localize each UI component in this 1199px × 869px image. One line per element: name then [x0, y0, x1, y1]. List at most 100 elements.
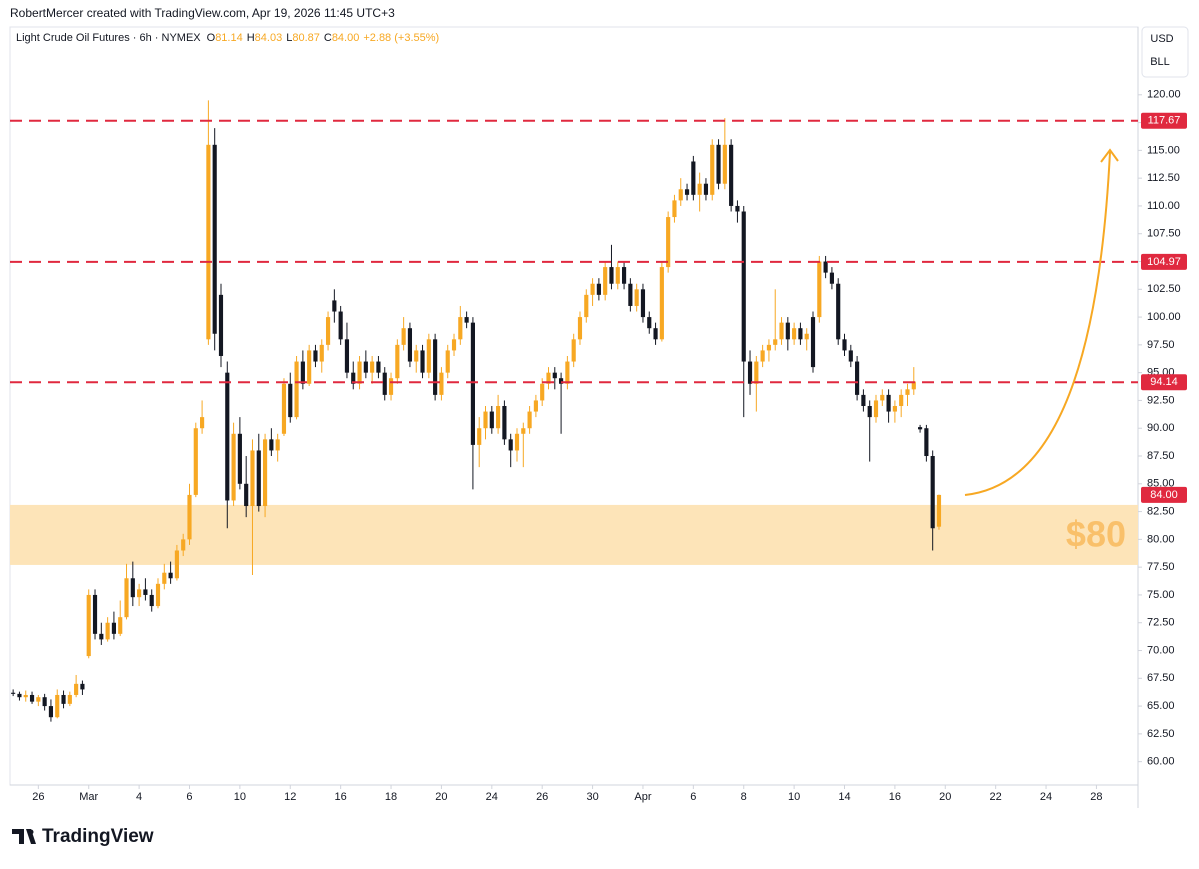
candle-body: [225, 372, 230, 501]
candle-body: [262, 439, 268, 507]
candle-body: [766, 344, 772, 351]
y-tick-label: 77.50: [1147, 561, 1175, 573]
candle-body: [332, 300, 337, 312]
candle-body: [407, 328, 413, 362]
level-label: 104.97: [1147, 256, 1181, 268]
y-tick-label: 115.00: [1147, 144, 1180, 156]
level-label-box: [1141, 374, 1187, 391]
candle-body: [395, 344, 400, 379]
candle-body: [848, 350, 853, 362]
y-tick-label: 102.50: [1147, 283, 1181, 295]
x-tick-label: 26: [536, 791, 548, 803]
level-label: 94.14: [1150, 376, 1178, 388]
candle-body: [281, 383, 287, 434]
legend: Light Crude Oil Futures · 6h · NYMEX O81.…: [16, 32, 439, 44]
candle-body: [773, 339, 778, 345]
candle-body: [187, 494, 192, 540]
x-tick-label: 6: [690, 791, 696, 803]
candle-body: [508, 439, 513, 451]
candle-body: [464, 317, 469, 323]
candle-body: [559, 378, 564, 384]
x-tick-label: 16: [889, 791, 901, 803]
candle-body: [300, 361, 305, 384]
candle-body: [634, 289, 639, 306]
legend-value: 84.00: [332, 32, 360, 44]
candle-body: [143, 589, 148, 595]
y-tick-label: 85.00: [1147, 478, 1175, 490]
candle-body: [250, 450, 255, 507]
candle-body: [747, 361, 753, 384]
candle-body: [678, 189, 683, 201]
candle-body: [357, 361, 362, 384]
candle-body: [193, 428, 198, 495]
candle-body: [181, 539, 186, 551]
candle-body: [754, 361, 759, 384]
y-tick-label: 90.00: [1147, 422, 1175, 434]
x-tick-label: 20: [939, 791, 951, 803]
candle-body: [42, 697, 47, 707]
candle-body: [798, 328, 803, 340]
candle-body: [17, 693, 22, 698]
x-tick-label: 8: [741, 791, 747, 803]
candle-body: [162, 572, 167, 584]
candle-body: [565, 361, 570, 384]
candle-body: [433, 339, 438, 395]
candle-body: [842, 339, 847, 351]
candle-body: [23, 694, 28, 698]
legend-key: L: [286, 32, 292, 44]
candle-body: [307, 350, 312, 384]
candle-body: [86, 594, 91, 657]
candle-body: [684, 189, 690, 195]
credit: RobertMercer created with TradingView.co…: [10, 6, 395, 20]
x-tick-label: 28: [1090, 791, 1102, 803]
last-price-label: 84.00: [1150, 489, 1178, 501]
x-tick-label: 14: [838, 791, 850, 803]
candle-body: [55, 694, 60, 718]
candle-body: [458, 317, 463, 340]
candle-body: [426, 339, 431, 373]
level-label: 117.67: [1148, 115, 1181, 127]
legend-value: 81.14: [215, 32, 243, 44]
candle-body: [80, 683, 85, 690]
x-tick-label: Mar: [79, 791, 98, 803]
x-tick-label: 30: [586, 791, 598, 803]
candle-body: [899, 394, 904, 406]
candle-body: [36, 697, 41, 702]
y-tick-label: 70.00: [1147, 644, 1175, 656]
candle-body: [155, 583, 161, 607]
candle-body: [653, 328, 658, 340]
candle-body: [521, 428, 526, 434]
candle-body: [445, 350, 450, 373]
candle-body: [571, 339, 576, 362]
candle-body: [137, 589, 142, 598]
candle-body: [861, 394, 866, 406]
candle-body: [666, 217, 671, 268]
candle-body: [313, 350, 318, 362]
brand-name: TradingView: [42, 826, 154, 847]
candle-body: [628, 283, 633, 306]
unit[interactable]: BLL: [1150, 56, 1170, 68]
candle-body: [48, 706, 54, 718]
unit-box[interactable]: [1141, 26, 1189, 78]
candle-body: [621, 267, 627, 284]
plot-area: [10, 100, 1138, 722]
candle-body: [836, 283, 841, 340]
candle-body: [596, 283, 601, 295]
candle-body: [496, 406, 501, 429]
candle-body: [886, 394, 891, 412]
candle-body: [936, 494, 942, 527]
candle-body: [527, 411, 532, 429]
currency[interactable]: USD: [1150, 33, 1173, 45]
candle-body: [206, 144, 211, 340]
x-tick-label: 10: [234, 791, 246, 803]
candle-body: [918, 427, 923, 430]
candle-body: [603, 267, 608, 295]
candle-body: [924, 428, 929, 457]
legend-key: O: [207, 32, 216, 44]
logo-dot: [28, 829, 34, 835]
candle-body: [288, 383, 293, 418]
candle-body: [760, 350, 765, 362]
legend-value: 80.87: [292, 32, 320, 44]
